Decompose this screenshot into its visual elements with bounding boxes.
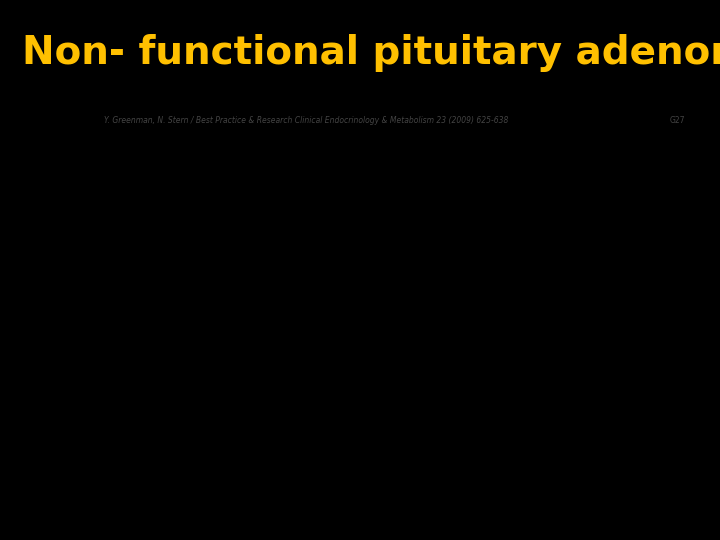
Text: 345 (47.8%): 345 (47.8%) xyxy=(153,350,204,360)
Text: Hypopituitarism: Hypopituitarism xyxy=(23,372,98,380)
Text: 663: 663 xyxy=(343,185,359,194)
Text: Symptoms of: Symptoms of xyxy=(23,350,78,360)
Text: 401/320: 401/320 xyxy=(153,226,187,235)
Text: 48 (9.8%): 48 (9.8%) xyxy=(249,330,290,339)
Text: Clinical characteristics of NFPA patients.: Clinical characteristics of NFPA patient… xyxy=(22,149,204,158)
Text: 53 (median): 53 (median) xyxy=(343,205,394,214)
Text: G27: G27 xyxy=(670,117,685,125)
Text: –: – xyxy=(436,309,441,318)
Text: Number of patients: Number of patients xyxy=(23,185,104,194)
Text: 212 (32%): 212 (32%) xyxy=(343,268,386,276)
Text: Visual deficits: Visual deficits xyxy=(23,288,81,298)
Text: Pressure on cranial nerves: Pressure on cranial nerves xyxy=(23,309,135,318)
Text: 54.2 ± 19: 54.2 ± 19 xyxy=(153,205,194,214)
Text: 163/1875 (8.7%): 163/1875 (8.7%) xyxy=(526,247,596,256)
Text: 251/462 (54.3%): 251/462 (54.3%) xyxy=(249,496,320,505)
Text: 335/474 (70.7%): 335/474 (70.7%) xyxy=(249,434,320,442)
Text: Hypothyroidism: Hypothyroidism xyxy=(23,475,89,484)
Text: 122 (41.4%): 122 (41.4%) xyxy=(436,268,487,276)
Text: 199 (27.6%): 199 (27.6%) xyxy=(153,496,204,505)
Text: Chang et al¹⁷: Chang et al¹⁷ xyxy=(343,163,402,172)
Text: –: – xyxy=(436,247,441,256)
Text: 48/1154 (4.2%): 48/1154 (4.2%) xyxy=(526,309,590,318)
Text: 1036/2170 (47.7%): 1036/2170 (47.7%) xyxy=(526,288,607,298)
Text: 512/659 (77.7%): 512/659 (77.7%) xyxy=(153,434,223,442)
Text: 57 (11.6%): 57 (11.6%) xyxy=(249,247,296,256)
Text: 805/1679 (48%): 805/1679 (48%) xyxy=(526,350,593,360)
Text: 295: 295 xyxy=(436,185,451,194)
Text: Table 2: Table 2 xyxy=(22,137,63,147)
Text: 27 (3.7%): 27 (3.7%) xyxy=(153,330,194,339)
Text: Hypogonadism: Hypogonadism xyxy=(23,434,86,442)
Text: 70 (9.7%): 70 (9.7%) xyxy=(153,268,194,276)
Text: 721: 721 xyxy=(153,185,168,194)
Text: Gender (M/F): Gender (M/F) xyxy=(23,226,78,235)
Text: –: – xyxy=(249,350,253,360)
Text: 24 (3.6%): 24 (3.6%) xyxy=(343,330,384,339)
Text: 491: 491 xyxy=(249,185,265,194)
Text: 532/1478 (35.9%): 532/1478 (35.9%) xyxy=(526,496,601,505)
Text: 57 (7.9%): 57 (7.9%) xyxy=(153,247,194,256)
Text: 327 (49%): 327 (49%) xyxy=(343,288,387,298)
Text: Total: Total xyxy=(526,163,547,172)
Text: 26 (3.9%): 26 (3.9%) xyxy=(343,309,384,318)
Text: Hypopituitarism: Hypopituitarism xyxy=(23,413,90,422)
Text: 342 (51.6%): 342 (51.6%) xyxy=(343,350,395,360)
Text: 200 (67.8%): 200 (67.8%) xyxy=(436,288,487,298)
Text: 116/462 (25.1%): 116/462 (25.1%) xyxy=(249,475,320,484)
Text: 287/486 (59.1%): 287/486 (59.1%) xyxy=(249,288,320,298)
Text: Losa et al¹⁶: Losa et al¹⁶ xyxy=(249,163,300,172)
Text: Ferrance et al⁵¹: Ferrance et al⁵¹ xyxy=(436,163,506,172)
Text: 394/269: 394/269 xyxy=(343,226,377,235)
Text: Nomikos et al¹⁵: Nomikos et al¹⁵ xyxy=(153,163,222,172)
Text: 128 (43.3%): 128 (43.3%) xyxy=(436,434,487,442)
Text: 614 (85%): 614 (85%) xyxy=(153,413,197,422)
Text: 222 (30.8%): 222 (30.8%) xyxy=(153,288,204,298)
Text: 22 (4.5%): 22 (4.5%) xyxy=(249,309,290,318)
Text: 422/1494 (28.2%): 422/1494 (28.2%) xyxy=(526,454,601,463)
Text: 161/134: 161/134 xyxy=(436,226,471,235)
Text: 115/478 (24.1%): 115/478 (24.1%) xyxy=(249,454,320,463)
Text: Mean age: Mean age xyxy=(23,205,64,214)
Text: Apoplexy: Apoplexy xyxy=(23,330,62,339)
Text: Hyperprolactinemia: Hyperprolactinemia xyxy=(23,496,106,505)
Text: Headaches: Headaches xyxy=(23,268,70,276)
Text: 1232/938 (56.7% M): 1232/938 (56.7% M) xyxy=(526,226,611,235)
Text: 2170: 2170 xyxy=(526,185,547,194)
Text: 82 (27.6%): 82 (27.6%) xyxy=(436,496,482,505)
Text: 49 (7.4%): 49 (7.4%) xyxy=(343,247,384,256)
Text: 276/215: 276/215 xyxy=(249,226,284,235)
Text: –: – xyxy=(153,309,157,318)
Text: Documented: Documented xyxy=(23,392,77,401)
Text: 50.4 ± 14.1: 50.4 ± 14.1 xyxy=(436,205,485,214)
Text: 230 (31.9%): 230 (31.9%) xyxy=(153,454,204,463)
Text: Incidental finding: Incidental finding xyxy=(23,247,96,256)
Text: 99/1875 (5.3%): 99/1875 (5.3%) xyxy=(526,330,591,339)
Text: 317/1415 (22.4%): 317/1415 (22.4%) xyxy=(526,475,601,484)
Text: –: – xyxy=(436,330,441,339)
Text: 129/658 (19.6%): 129/658 (19.6%) xyxy=(153,475,223,484)
Text: –: – xyxy=(343,496,347,505)
Text: Non- functional pituitary adenoma: Non- functional pituitary adenoma xyxy=(22,35,720,72)
Text: 975/1261 (77.3%): 975/1261 (77.3%) xyxy=(526,434,602,442)
Text: 404/1679 (24%): 404/1679 (24%) xyxy=(526,268,593,276)
Text: 77 (26.2%): 77 (26.2%) xyxy=(436,454,482,463)
Text: 72 (24.5%): 72 (24.5%) xyxy=(436,475,482,484)
Text: 183 (62%): 183 (62%) xyxy=(436,413,480,422)
Text: –: – xyxy=(249,205,253,214)
Text: Hypoadrenalism: Hypoadrenalism xyxy=(23,454,91,463)
Text: –: – xyxy=(343,413,347,422)
Text: Y. Greenman, N. Stern / Best Practice & Research Clinical Endocrinology & Metabo: Y. Greenman, N. Stern / Best Practice & … xyxy=(104,117,508,125)
Text: 797/1016 (78.4%): 797/1016 (78.4%) xyxy=(526,413,602,422)
Text: –: – xyxy=(249,268,253,276)
Text: 118 (40%): 118 (40%) xyxy=(436,350,480,360)
